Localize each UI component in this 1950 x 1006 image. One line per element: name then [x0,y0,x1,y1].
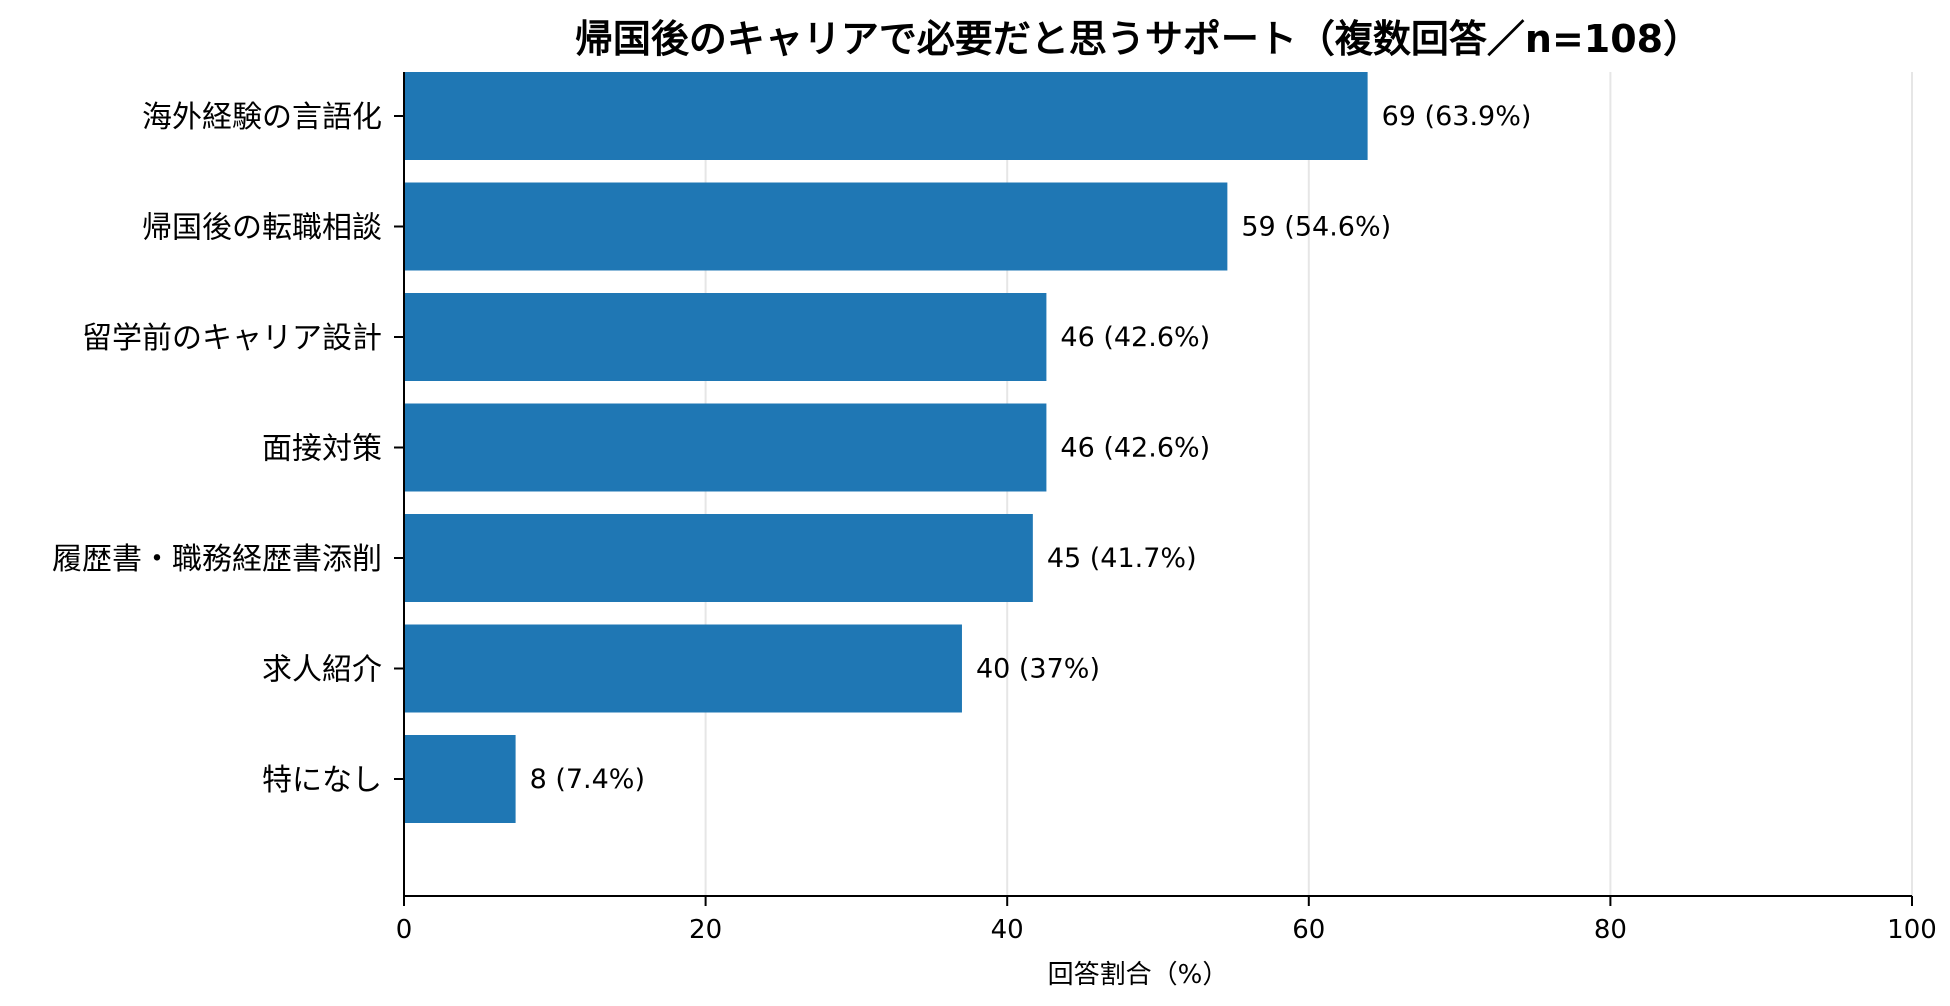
x-tick-label-20: 20 [689,915,722,945]
bar-2 [404,293,1047,381]
x-tick-label-60: 60 [1292,915,1325,945]
bar-3 [404,403,1047,492]
x-tick-label-100: 100 [1887,915,1937,945]
x-axis-label: 回答割合（%） [1048,960,1229,990]
x-tick-label-40: 40 [991,915,1024,945]
category-label-6: 特になし [262,763,382,798]
category-label-3: 面接対策 [262,432,382,467]
data-label-0: 69 (63.9%) [1382,101,1532,132]
category-label-0: 海外経験の言語化 [142,100,382,135]
x-tick-label-0: 0 [396,915,413,945]
data-label-5: 40 (37%) [976,654,1100,685]
bar-0 [404,72,1368,160]
bar-4 [404,514,1033,602]
bar-5 [404,624,962,713]
data-label-1: 59 (54.6%) [1241,212,1391,243]
bar-6 [404,735,516,823]
x-tick-label-80: 80 [1594,915,1627,945]
data-label-2: 46 (42.6%) [1060,322,1210,353]
chart-title: 帰国後のキャリアで必要だと思うサポート（複数回答／n=108） [575,17,1701,61]
category-label-4: 履歴書・職務経歴書添削 [52,542,382,577]
data-label-3: 46 (42.6%) [1060,433,1210,464]
category-label-1: 帰国後の転職相談 [142,211,382,246]
category-label-2: 留学前のキャリア設計 [82,321,382,356]
axes [394,72,1913,906]
labels: 0 20 40 60 80 100 海外経験の言語化 69 (63.9%) 帰国後の転職相談 59… [52,100,1937,945]
bar-1 [404,182,1228,271]
data-label-4: 45 (41.7%) [1047,543,1197,574]
category-label-5: 求人紹介 [262,653,382,688]
bars [404,72,1368,823]
data-label-6: 8 (7.4%) [530,764,645,795]
